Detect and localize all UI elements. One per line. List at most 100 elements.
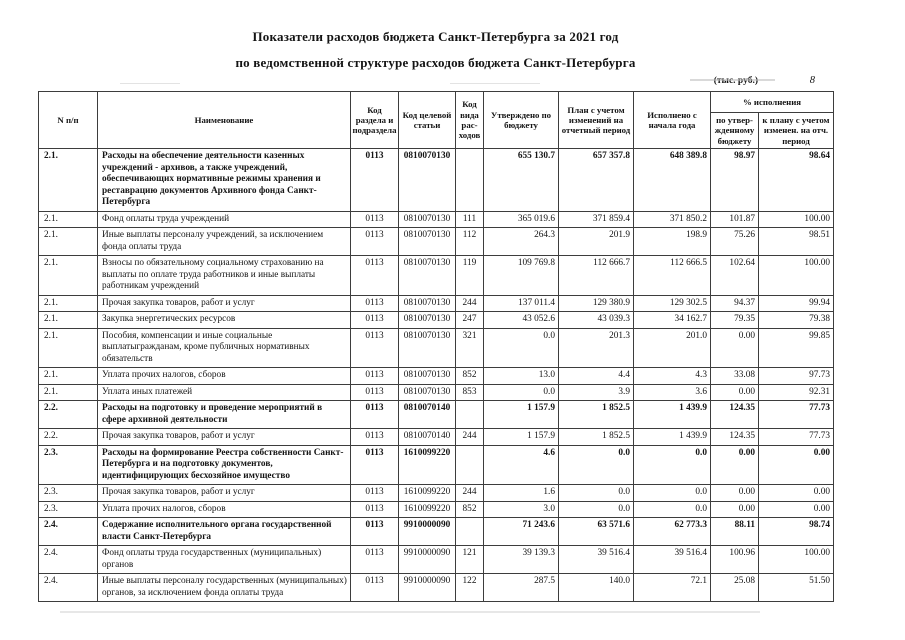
table-row: 2.3. Прочая закупка товаров, работ и услу… [38,484,834,502]
pct-approved-value: 100.96 [710,545,759,575]
executed-value: 648 389.8 [633,148,711,212]
target-article-code: 0810070130 [398,311,456,329]
plan-adjusted-value: 0.0 [558,444,634,486]
row-num: 2.4. [38,545,98,575]
pct-approved-value: 102.64 [710,255,759,296]
approved-budget-value: 4.6 [483,444,559,486]
executed-value: 72.1 [633,573,711,603]
section-code: 0113 [350,383,399,402]
plan-adjusted-value: 371 859.4 [558,210,634,229]
target-article-code: 0810070140 [398,400,456,430]
approved-budget-value: 43 052.6 [483,311,559,329]
row-name: Расходы на формирование Реестра собствен… [97,444,351,486]
row-name: Содержание исполнительного органа госуда… [97,517,351,547]
row-num: 2.2. [38,400,98,430]
plan-adjusted-value: 0.0 [558,500,634,519]
row-num: 2.1. [38,255,98,296]
target-article-code: 9910000090 [398,573,456,603]
pct-plan-value: 79.38 [758,311,834,329]
table-row: 2.2. Расходы на подготовку и проведение м… [38,400,834,430]
approved-budget-value: 1.6 [483,484,559,502]
row-name: Уплата прочих налогов, сборов [97,500,351,519]
pct-plan-value: 99.94 [758,294,834,313]
plan-adjusted-value: 0.0 [558,484,634,502]
approved-budget-value: 39 139.3 [483,545,559,575]
plan-adjusted-value: 112 666.7 [558,255,634,296]
section-code: 0113 [350,444,399,486]
pct-approved-value: 124.35 [710,400,759,430]
row-name: Прочая закупка товаров, работ и услуг [97,484,351,502]
plan-adjusted-value: 657 357.8 [558,148,634,212]
expense-type-code: 111 [455,210,484,229]
header-expense-type-code: Код вида рас­ходов [455,90,484,150]
executed-value: 4.3 [633,367,711,385]
section-code: 0113 [350,428,399,446]
table-row: 2.4. Фонд оплаты труда государственных (м… [38,545,834,575]
row-name: Прочая закупка товаров, работ и услуг [97,294,351,313]
pct-plan-value: 92.31 [758,383,834,402]
row-num: 2.3. [38,444,98,486]
expense-type-code: 247 [455,311,484,329]
target-article-code: 0810070130 [398,367,456,385]
row-name: Прочая закупка товаров, работ и услуг [97,428,351,446]
target-article-code: 0810070130 [398,327,456,369]
table-row: 2.2. Прочая закупка товаров, работ и услу… [38,428,834,446]
section-code: 0113 [350,148,399,212]
row-num: 2.1. [38,148,98,212]
section-code: 0113 [350,500,399,519]
pct-approved-value: 98.97 [710,148,759,212]
section-code: 0113 [350,210,399,229]
expense-type-code [455,400,484,430]
units-note: (тыс. руб.) [713,76,758,86]
executed-value: 371 850.2 [633,210,711,229]
section-code: 0113 [350,517,399,547]
scan-artifact [450,83,540,84]
expense-type-code: 852 [455,500,484,519]
row-name: Фонд оплаты труда учреждений [97,210,351,229]
pct-plan-value: 0.00 [758,484,834,502]
target-article-code: 0810070130 [398,227,456,257]
target-article-code: 1610099220 [398,484,456,502]
row-name: Фонд оплаты труда государственных (муниц… [97,545,351,575]
scan-artifact [120,83,180,84]
expense-type-code: 112 [455,227,484,257]
approved-budget-value: 3.0 [483,500,559,519]
row-name: Иные выплаты персоналу учреждений, за ис… [97,227,351,257]
target-article-code: 9910000090 [398,517,456,547]
approved-budget-value: 1 157.9 [483,400,559,430]
document-title-line1: Показатели расходов бюджета Санкт-Петерб… [252,29,619,44]
executed-value: 62 773.3 [633,517,711,547]
target-article-code: 0810070140 [398,428,456,446]
table-row: 2.4. Содержание исполнительного органа го… [38,517,834,547]
expense-type-code: 244 [455,294,484,313]
row-name: Пособия, компенсации и иные социальные в… [97,327,351,369]
row-num: 2.1. [38,327,98,369]
table-row: 2.1. Прочая закупка товаров, работ и услу… [38,294,834,313]
table-row: 2.3. Расходы на формирование Реестра собс… [38,444,834,486]
plan-adjusted-value: 1 852.5 [558,400,634,430]
section-code: 0113 [350,367,399,385]
table-header: N п/п Наименование Код раздела и подраз­… [38,90,834,150]
row-name: Закупка энергетических ресурсов [97,311,351,329]
section-code: 0113 [350,311,399,329]
pct-plan-value: 98.51 [758,227,834,257]
table-row: 2.1. Взносы по обязательному социальному … [38,255,834,296]
header-plan-adjusted: План с учетом изменений на отчетный пери… [558,90,634,150]
table-row: 2.1. Расходы на обеспечение деятельности … [38,148,834,212]
header-pct-plan: к плану с уче­том изменен. на отч. перио… [758,111,834,150]
pct-plan-value: 51.50 [758,573,834,603]
header-approved-budget: Утверждено по бюджету [483,90,559,150]
budget-expenditure-table: N п/п Наименование Код раздела и подраз­… [38,90,834,603]
table-row: 2.1. Уплата иных платежей 0113 0810070130 85… [38,383,834,402]
section-code: 0113 [350,545,399,575]
target-article-code: 9910000090 [398,545,456,575]
pct-approved-value: 124.35 [710,428,759,446]
row-num: 2.1. [38,311,98,329]
row-num: 2.4. [38,517,98,547]
header-pct-approved: по утвер­жденному бюджету [710,111,759,150]
approved-budget-value: 109 769.8 [483,255,559,296]
approved-budget-value: 287.5 [483,573,559,603]
expense-type-code: 121 [455,545,484,575]
target-article-code: 0810070130 [398,255,456,296]
expense-type-code: 852 [455,367,484,385]
